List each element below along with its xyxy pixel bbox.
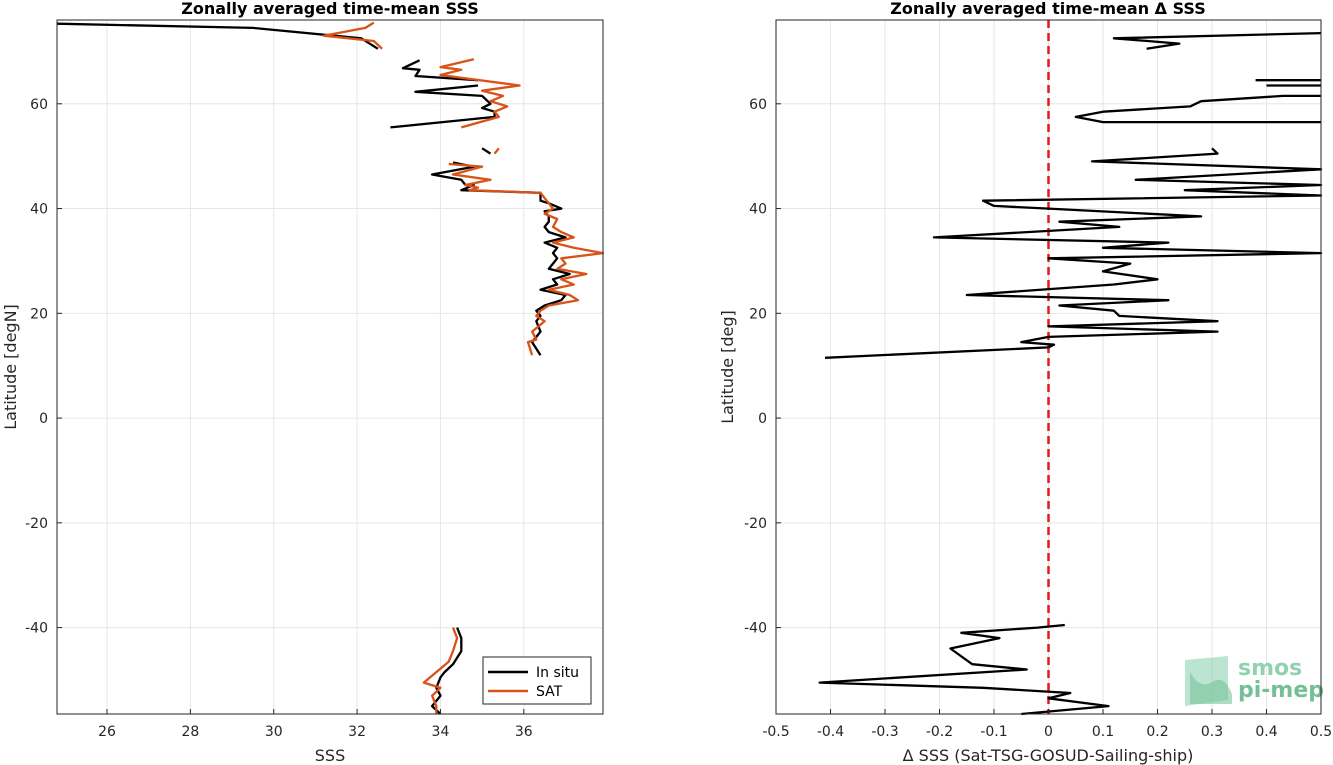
x-tick-label: 0.2 [1146, 724, 1168, 740]
sat-series-line [493, 147, 500, 155]
right-y-axis-label: Latitude [deg] [718, 310, 737, 424]
in-situ-series-line [401, 59, 479, 82]
y-tick-label: -20 [25, 516, 48, 532]
x-tick-label: -0.2 [926, 724, 953, 740]
right-chart-title: Zonally averaged time-mean Δ SSS [890, 0, 1206, 18]
left-y-axis-label: Latitude [degN] [1, 304, 20, 430]
right-x-axis-label: Δ SSS (Sat-TSG-GOSUD-Sailing-ship) [903, 746, 1194, 765]
logo-wave-icon-2 [1190, 672, 1232, 704]
right-delta-sss-series-line [818, 623, 1110, 716]
x-tick-label: -0.3 [871, 724, 898, 740]
right-delta-sss-series-line [1112, 31, 1322, 50]
y-tick-label: 0 [758, 411, 767, 427]
y-tick-label: 40 [30, 202, 48, 218]
legend-box [482, 656, 592, 705]
y-tick-label: 60 [749, 97, 767, 113]
logo-text-smos: smos [1238, 656, 1302, 681]
sat-series-line [322, 21, 383, 50]
y-tick-label: 20 [749, 306, 767, 322]
x-tick-label: -0.4 [817, 724, 844, 740]
right-panel: smos pi-mep -0.5 -0.4 -0.3 -0.2 -0.1 0 0.1 0.2 0… [718, 0, 1332, 765]
x-tick-label: 26 [98, 724, 116, 740]
x-tick-label: 34 [432, 724, 450, 740]
left-chart-title: Zonally averaged time-mean SSS [181, 0, 479, 18]
x-tick-label: 0.1 [1092, 724, 1114, 740]
legend: In situ SAT [482, 656, 592, 705]
x-tick-label: 0 [1044, 724, 1053, 740]
in-situ-series-line [56, 22, 379, 50]
x-tick-label: 28 [181, 724, 199, 740]
in-situ-series-line [430, 161, 571, 356]
x-tick-label: -0.1 [980, 724, 1007, 740]
left-x-axis-label: SSS [315, 746, 345, 765]
y-tick-label: 20 [30, 306, 48, 322]
logo-text-pi-mep: pi-mep [1238, 678, 1324, 703]
right-ticks: -0.5 -0.4 -0.3 -0.2 -0.1 0 0.1 0.2 0.3 0.4 0.5 -40 -… [744, 97, 1332, 740]
legend-label-in-situ: In situ [536, 665, 579, 681]
right-lines [818, 31, 1323, 716]
right-delta-sss-series-line [824, 147, 1323, 359]
legend-label-sat: SAT [536, 684, 563, 700]
x-tick-label: 0.4 [1255, 724, 1277, 740]
x-tick-label: 0.3 [1201, 724, 1223, 740]
x-tick-label: 0.5 [1310, 724, 1332, 740]
x-tick-label: 36 [515, 724, 533, 740]
y-tick-label: -20 [744, 516, 767, 532]
x-tick-label: 30 [265, 724, 283, 740]
right-delta-sss-series-line [1074, 94, 1321, 124]
y-tick-label: 60 [30, 97, 48, 113]
x-tick-label: 32 [348, 724, 366, 740]
y-tick-label: 40 [749, 202, 767, 218]
x-tick-label: -0.5 [762, 724, 789, 740]
left-plot-area [57, 20, 603, 714]
smos-pi-mep-logo: smos pi-mep [1185, 656, 1324, 706]
in-situ-series-line [481, 147, 492, 155]
in-situ-series-line [390, 84, 496, 129]
left-axes-box [56, 19, 604, 715]
in-situ-series-line [430, 627, 463, 715]
left-ticks: 26 28 30 32 34 36 -40 -20 0 20 40 60 [25, 97, 533, 740]
sat-series-line [439, 58, 521, 129]
sat-series-line [422, 627, 459, 714]
left-grid [57, 20, 603, 714]
y-tick-label: -40 [744, 621, 767, 637]
y-tick-label: 0 [39, 411, 48, 427]
left-panel: 26 28 30 32 34 36 -40 -20 0 20 40 60 Zonally averag… [1, 0, 605, 765]
y-tick-label: -40 [25, 621, 48, 637]
